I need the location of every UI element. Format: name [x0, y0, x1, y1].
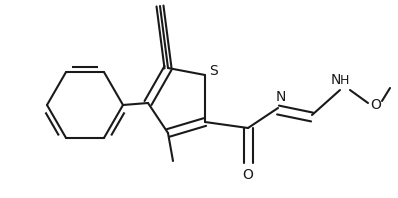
Text: N: N	[331, 73, 341, 87]
Text: N: N	[153, 0, 163, 3]
Text: N: N	[276, 90, 286, 104]
Text: O: O	[371, 98, 381, 112]
Text: S: S	[209, 64, 217, 78]
Text: O: O	[242, 168, 254, 182]
Text: H: H	[339, 73, 349, 87]
